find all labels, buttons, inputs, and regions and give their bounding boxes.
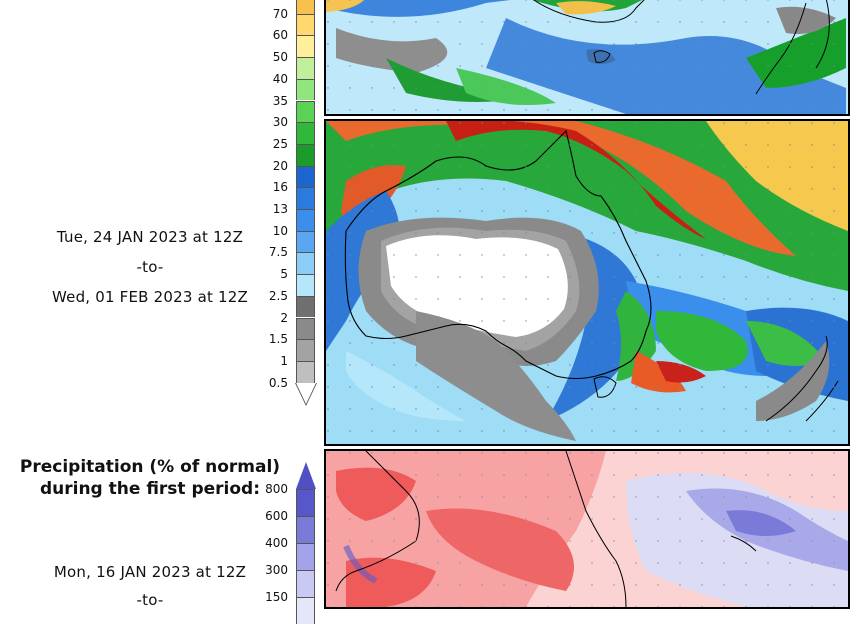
colorbar-segment	[296, 143, 315, 166]
colorbar-segment	[296, 100, 315, 123]
colorbar-segment	[296, 597, 315, 624]
colorbar-tick-label: 300	[265, 563, 288, 577]
colorbar-segment	[296, 516, 315, 543]
colorbar-tick-label: 600	[265, 509, 288, 523]
colorbar-segment	[296, 122, 315, 144]
colorbar-segment	[296, 78, 315, 101]
colorbar-tick-label: 7.5	[268, 245, 288, 260]
colorbar-tick-label: 40	[272, 71, 288, 86]
colorbar-segment	[296, 13, 315, 36]
upper-period-start: Tue, 24 JAN 2023 at 12Z	[56, 228, 244, 246]
lower-title-line1: Precipitation (% of normal)	[19, 457, 281, 477]
colorbar-tick-label: 60	[272, 28, 288, 43]
colorbar-tick-label: 16	[272, 180, 288, 195]
colorbar-tick-label: 800	[265, 482, 288, 496]
lower-period-start: Mon, 16 JAN 2023 at 12Z	[53, 563, 247, 581]
colorbar-tick-label: 35	[272, 93, 288, 108]
map-panel-previous	[324, 0, 850, 116]
colorbar-segment	[296, 209, 315, 231]
lower-title-line2: during the first period:	[39, 479, 261, 499]
colorbar-tick-label: 0.5	[268, 375, 288, 390]
colorbar-segment	[296, 570, 315, 597]
colorbar-segment	[296, 165, 315, 188]
colorbar-tick-label: 150	[265, 590, 288, 604]
colorbar-tick-label: 25	[272, 136, 288, 151]
colorbar-segment	[296, 274, 315, 296]
upper-period-separator: -to-	[136, 258, 164, 276]
map-panel-percent-of-normal	[324, 449, 850, 609]
colorbar-segment	[296, 543, 315, 570]
colorbar-segment	[296, 360, 315, 383]
colorbar-segment	[296, 57, 315, 79]
colorbar-tick-label: 13	[272, 202, 288, 216]
colorbar-tick-label: 1	[280, 353, 288, 368]
colorbar-tick-label: 20	[272, 158, 288, 173]
colorbar-segment	[296, 295, 315, 318]
colorbar-tick-label: 1.5	[268, 332, 288, 347]
colorbar-tick-label: 5	[280, 267, 288, 282]
upper-period-end: Wed, 01 FEB 2023 at 12Z	[51, 288, 248, 306]
colorbar-tick-label: 50	[272, 50, 288, 65]
colorbar-segment	[296, 317, 315, 340]
colorbar-segment	[296, 230, 315, 253]
colorbar-tick-label: 2.5	[268, 288, 288, 303]
upper-precip-colorbar	[295, 0, 317, 414]
colorbar-segment	[296, 252, 315, 275]
colorbar-segment	[296, 187, 315, 209]
colorbar-tick-label: 2	[280, 310, 288, 325]
colorbar-tick-label: 30	[272, 115, 288, 130]
colorbar-tick-label: 70	[272, 6, 288, 21]
colorbar-segment	[296, 35, 315, 58]
lower-percent-colorbar	[296, 462, 316, 624]
colorbar-end-triangle	[296, 382, 316, 404]
map-panel-forecast-precipitation	[324, 119, 850, 446]
colorbar-top-triangle	[296, 462, 316, 489]
colorbar-segment	[296, 339, 315, 361]
colorbar-tick-label: 10	[272, 223, 288, 238]
colorbar-tick-label: 400	[265, 536, 288, 550]
colorbar-segment	[296, 0, 315, 14]
colorbar-segment	[296, 489, 315, 516]
